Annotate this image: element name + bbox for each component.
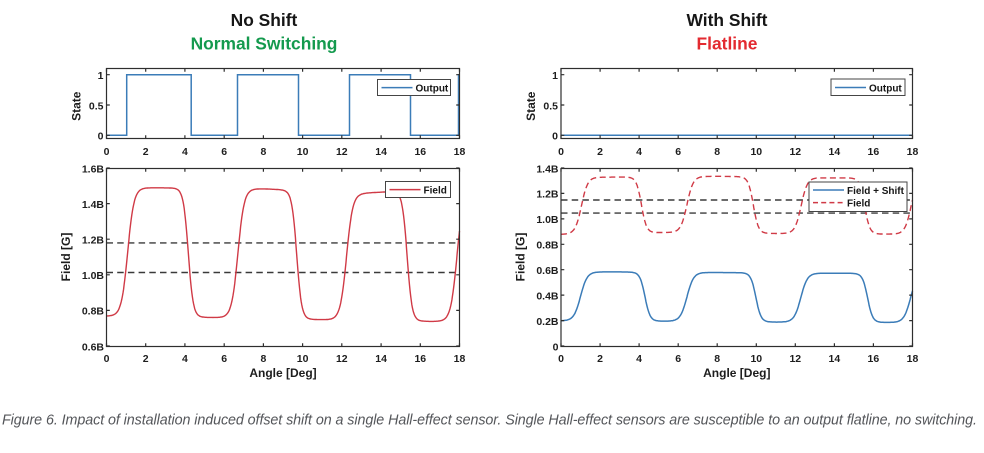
svg-text:4: 4	[182, 353, 188, 365]
svg-text:6: 6	[221, 146, 227, 158]
svg-text:0: 0	[104, 353, 110, 365]
svg-text:4: 4	[636, 353, 642, 365]
svg-text:8: 8	[260, 146, 266, 158]
svg-text:18: 18	[907, 353, 919, 365]
svg-text:10: 10	[750, 146, 762, 158]
svg-text:4: 4	[636, 146, 642, 158]
svg-text:Flatline: Flatline	[697, 34, 758, 54]
svg-text:1.0B: 1.0B	[536, 214, 559, 226]
svg-text:Field: Field	[847, 198, 870, 209]
svg-text:0.8B: 0.8B	[82, 306, 105, 318]
svg-text:Angle [Deg]: Angle [Deg]	[703, 366, 770, 380]
svg-text:Field [G]: Field [G]	[514, 233, 528, 282]
svg-text:1: 1	[98, 70, 104, 82]
svg-text:1: 1	[552, 70, 558, 82]
svg-text:4: 4	[182, 146, 188, 158]
svg-text:Field + Shift: Field + Shift	[847, 186, 905, 197]
svg-text:16: 16	[414, 353, 426, 365]
svg-text:Output: Output	[416, 83, 449, 94]
svg-text:0.8B: 0.8B	[536, 240, 559, 252]
svg-text:6: 6	[221, 353, 227, 365]
svg-text:2: 2	[597, 146, 603, 158]
svg-text:Field [G]: Field [G]	[59, 233, 73, 282]
svg-text:Normal Switching: Normal Switching	[191, 34, 338, 54]
svg-text:0.2B: 0.2B	[536, 316, 559, 328]
svg-text:12: 12	[336, 353, 348, 365]
svg-text:16: 16	[414, 146, 426, 158]
svg-text:Figure 6. Impact of installati: Figure 6. Impact of installation induced…	[2, 412, 977, 428]
svg-text:0: 0	[558, 146, 564, 158]
svg-text:0: 0	[552, 131, 558, 143]
svg-text:16: 16	[868, 146, 880, 158]
svg-text:12: 12	[789, 146, 801, 158]
svg-text:1.0B: 1.0B	[82, 270, 105, 282]
svg-text:12: 12	[336, 146, 348, 158]
svg-text:0: 0	[553, 341, 559, 353]
svg-text:10: 10	[750, 353, 762, 365]
svg-text:18: 18	[454, 146, 466, 158]
svg-text:10: 10	[297, 146, 309, 158]
svg-text:Output: Output	[869, 83, 902, 94]
svg-text:8: 8	[260, 353, 266, 365]
svg-text:14: 14	[829, 353, 841, 365]
svg-text:No Shift: No Shift	[231, 10, 298, 30]
svg-text:2: 2	[143, 353, 149, 365]
svg-text:8: 8	[714, 353, 720, 365]
svg-text:1.4B: 1.4B	[536, 163, 559, 175]
svg-text:1.6B: 1.6B	[82, 163, 105, 175]
svg-text:6: 6	[675, 146, 681, 158]
svg-text:1.4B: 1.4B	[82, 199, 105, 211]
svg-text:14: 14	[829, 146, 841, 158]
svg-text:1.2B: 1.2B	[536, 189, 559, 201]
svg-text:14: 14	[375, 353, 387, 365]
svg-text:0: 0	[104, 146, 110, 158]
svg-text:Angle [Deg]: Angle [Deg]	[249, 366, 316, 380]
svg-text:State: State	[70, 91, 84, 121]
svg-text:6: 6	[675, 353, 681, 365]
svg-text:16: 16	[868, 353, 880, 365]
svg-text:0.4B: 0.4B	[536, 290, 559, 302]
svg-text:0.5: 0.5	[543, 100, 558, 112]
svg-text:18: 18	[907, 146, 919, 158]
svg-text:10: 10	[297, 353, 309, 365]
svg-text:8: 8	[714, 146, 720, 158]
svg-text:With Shift: With Shift	[687, 10, 768, 30]
svg-text:0.5: 0.5	[89, 100, 104, 112]
svg-text:0.6B: 0.6B	[82, 341, 105, 353]
svg-text:12: 12	[789, 353, 801, 365]
svg-text:18: 18	[454, 353, 466, 365]
svg-text:1.2B: 1.2B	[82, 235, 105, 247]
svg-text:State: State	[524, 91, 538, 121]
svg-text:0: 0	[98, 131, 104, 143]
svg-text:2: 2	[143, 146, 149, 158]
svg-text:0: 0	[558, 353, 564, 365]
svg-text:14: 14	[375, 146, 387, 158]
svg-text:Field: Field	[424, 185, 447, 196]
svg-text:0.6B: 0.6B	[536, 265, 559, 277]
svg-text:2: 2	[597, 353, 603, 365]
